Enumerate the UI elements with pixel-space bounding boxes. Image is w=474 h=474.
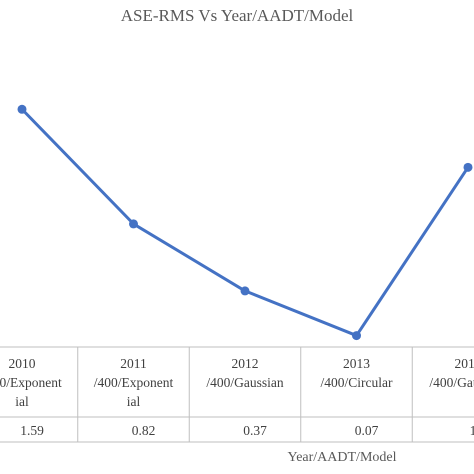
data-point xyxy=(463,162,473,172)
category-label: 2014/400/Gaussian xyxy=(429,356,474,390)
data-point xyxy=(352,331,361,341)
value-label: 1.59 xyxy=(20,423,44,438)
series-line xyxy=(20,108,470,338)
value-label: 0.07 xyxy=(355,423,379,438)
data-table-grid xyxy=(0,346,474,443)
category-label: 2013/400/Circular xyxy=(321,356,393,390)
value-labels: 1.59 0.82 0.37 0.07 1.2 xyxy=(20,423,474,438)
data-point xyxy=(129,219,138,229)
x-axis-label: Year/AADT/Model xyxy=(287,450,397,465)
series-line-group xyxy=(17,104,473,341)
chart-title: ASE-RMS Vs Year/AADT/Model xyxy=(120,6,354,25)
data-point xyxy=(17,104,27,114)
category-label: 2012/400/Gaussian xyxy=(206,356,283,390)
value-label: 1.2 xyxy=(470,423,474,438)
value-label: 0.37 xyxy=(243,423,267,438)
category-label: 2011/400/Exponent ial xyxy=(94,356,174,409)
value-label: 0.82 xyxy=(132,423,156,438)
data-point xyxy=(240,286,250,296)
